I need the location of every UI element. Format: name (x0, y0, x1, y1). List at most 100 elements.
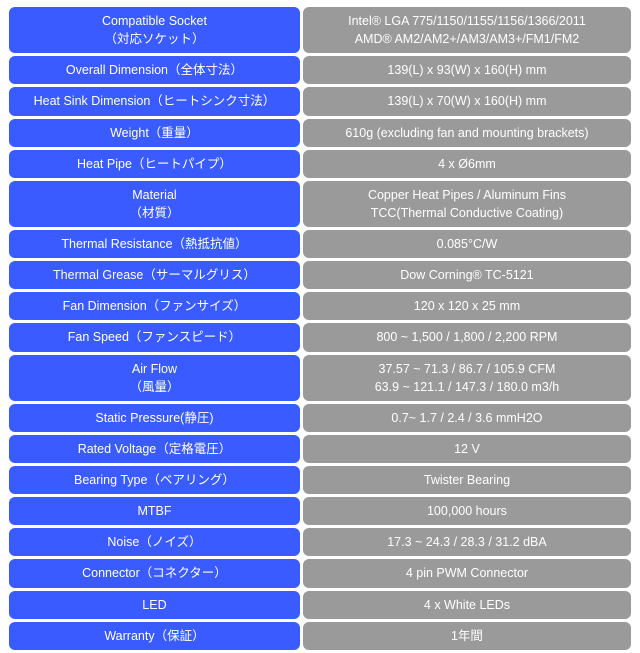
spec-row: Compatible Socket（対応ソケット）Intel® LGA 775/… (9, 7, 631, 53)
spec-value-line: 63.9 ~ 121.1 / 147.3 / 180.0 m3/h (309, 378, 625, 396)
spec-value-line: AMD® AM2/AM2+/AM3/AM3+/FM1/FM2 (309, 30, 625, 48)
spec-value-line: 17.3 ~ 24.3 / 28.3 / 31.2 dBA (387, 535, 547, 549)
spec-row: Fan Dimension（ファンサイズ） 120 x 120 x 25 mm (9, 292, 631, 320)
spec-label-line: Bearing Type（ベアリング） (74, 473, 235, 487)
spec-row: Material（材質）Copper Heat Pipes / Aluminum… (9, 181, 631, 227)
spec-label-line: Thermal Resistance（熱抵抗値） (61, 237, 247, 251)
spec-label-line: LED (142, 598, 166, 612)
spec-value-line: 4 x Ø6mm (438, 157, 496, 171)
spec-label-line: Heat Pipe（ヒートパイプ） (77, 157, 232, 171)
spec-value-line: 610g (excluding fan and mounting bracket… (345, 126, 588, 140)
spec-row: Connector（コネクター） 4 pin PWM Connector (9, 559, 631, 587)
spec-value: 4 pin PWM Connector (303, 559, 631, 587)
spec-label: Heat Pipe（ヒートパイプ） (9, 150, 300, 178)
spec-value: 610g (excluding fan and mounting bracket… (303, 119, 631, 147)
spec-value: 37.57 ~ 71.3 / 86.7 / 105.9 CFM63.9 ~ 12… (303, 355, 631, 401)
spec-row: Thermal Grease（サーマルグリス） Dow Corning® TC-5… (9, 261, 631, 289)
spec-row: Air Flow（風量）37.57 ~ 71.3 / 86.7 / 105.9 … (9, 355, 631, 401)
spec-label-line: Connector（コネクター） (82, 566, 227, 580)
spec-label: Connector（コネクター） (9, 559, 300, 587)
spec-label: Weight（重量） (9, 119, 300, 147)
spec-value: 100,000 hours (303, 497, 631, 525)
spec-value-line: 139(L) x 93(W) x 160(H) mm (387, 63, 546, 77)
spec-row: Bearing Type（ベアリング） Twister Bearing (9, 466, 631, 494)
spec-row: MTBF 100,000 hours (9, 497, 631, 525)
spec-label-line: Heat Sink Dimension（ヒートシンク寸法） (34, 94, 276, 108)
spec-label-line: Thermal Grease（サーマルグリス） (53, 268, 256, 282)
spec-label-line: Material (15, 186, 294, 204)
spec-label: Heat Sink Dimension（ヒートシンク寸法） (9, 87, 300, 115)
spec-label-line: MTBF (137, 504, 171, 518)
spec-value: 12 V (303, 435, 631, 463)
spec-value-line: Twister Bearing (424, 473, 510, 487)
spec-label: Air Flow（風量） (9, 355, 300, 401)
spec-label-line: （風量） (15, 378, 294, 396)
spec-row: Noise（ノイズ） 17.3 ~ 24.3 / 28.3 / 31.2 dBA (9, 528, 631, 556)
spec-row: Fan Speed（ファンスピード） 800 ~ 1,500 / 1,800 / … (9, 323, 631, 351)
spec-label: Noise（ノイズ） (9, 528, 300, 556)
spec-label: Warranty（保証） (9, 622, 300, 650)
spec-label: Compatible Socket（対応ソケット） (9, 7, 300, 53)
spec-value-line: 37.57 ~ 71.3 / 86.7 / 105.9 CFM (309, 360, 625, 378)
spec-value: Twister Bearing (303, 466, 631, 494)
spec-label-line: Fan Dimension（ファンサイズ） (63, 299, 247, 313)
spec-label: Thermal Resistance（熱抵抗値） (9, 230, 300, 258)
spec-value-line: 4 pin PWM Connector (406, 566, 528, 580)
spec-table-body: Compatible Socket（対応ソケット）Intel® LGA 775/… (9, 7, 631, 650)
spec-label-line: （材質） (15, 204, 294, 222)
spec-label: Fan Dimension（ファンサイズ） (9, 292, 300, 320)
spec-value: 139(L) x 70(W) x 160(H) mm (303, 87, 631, 115)
spec-label-line: Static Pressure(静圧) (95, 411, 213, 425)
spec-label-line: Air Flow (15, 360, 294, 378)
spec-label-line: （対応ソケット） (15, 30, 294, 48)
spec-value-line: TCC(Thermal Conductive Coating) (309, 204, 625, 222)
spec-label-line: Fan Speed（ファンスピード） (68, 330, 241, 344)
spec-label: Thermal Grease（サーマルグリス） (9, 261, 300, 289)
spec-value-line: Intel® LGA 775/1150/1155/1156/1366/2011 (309, 12, 625, 30)
spec-value: 0.085°C/W (303, 230, 631, 258)
spec-label-line: Noise（ノイズ） (107, 535, 201, 549)
spec-value-line: 120 x 120 x 25 mm (414, 299, 520, 313)
spec-row: LED 4 x White LEDs (9, 591, 631, 619)
spec-value-line: 1年間 (451, 629, 483, 643)
spec-value: 1年間 (303, 622, 631, 650)
spec-label-line: Overall Dimension（全体寸法） (66, 63, 243, 77)
spec-row: Thermal Resistance（熱抵抗値） 0.085°C/W (9, 230, 631, 258)
spec-label-line: Weight（重量） (110, 126, 199, 140)
spec-label-line: Warranty（保証） (104, 629, 204, 643)
spec-label: Rated Voltage（定格電圧） (9, 435, 300, 463)
spec-label: Overall Dimension（全体寸法） (9, 56, 300, 84)
spec-value: 17.3 ~ 24.3 / 28.3 / 31.2 dBA (303, 528, 631, 556)
spec-row: Heat Pipe（ヒートパイプ） 4 x Ø6mm (9, 150, 631, 178)
spec-label: Fan Speed（ファンスピード） (9, 323, 300, 351)
spec-row: Warranty（保証） 1年間 (9, 622, 631, 650)
spec-row: Weight（重量） 610g (excluding fan and mounti… (9, 119, 631, 147)
spec-row: Overall Dimension（全体寸法） 139(L) x 93(W) x … (9, 56, 631, 84)
spec-value: Intel® LGA 775/1150/1155/1156/1366/2011A… (303, 7, 631, 53)
spec-label: LED (9, 591, 300, 619)
spec-value: 800 ~ 1,500 / 1,800 / 2,200 RPM (303, 323, 631, 351)
spec-value: 4 x White LEDs (303, 591, 631, 619)
spec-value: 4 x Ø6mm (303, 150, 631, 178)
spec-label: Material（材質） (9, 181, 300, 227)
spec-label: Static Pressure(静圧) (9, 404, 300, 432)
spec-row: Static Pressure(静圧) 0.7~ 1.7 / 2.4 / 3.6 … (9, 404, 631, 432)
spec-value: 120 x 120 x 25 mm (303, 292, 631, 320)
spec-label-line: Compatible Socket (15, 12, 294, 30)
spec-label-line: Rated Voltage（定格電圧） (78, 442, 232, 456)
spec-table: Compatible Socket（対応ソケット）Intel® LGA 775/… (6, 4, 634, 653)
spec-label: Bearing Type（ベアリング） (9, 466, 300, 494)
spec-row: Heat Sink Dimension（ヒートシンク寸法） 139(L) x 70… (9, 87, 631, 115)
spec-value-line: 0.085°C/W (437, 237, 498, 251)
spec-value-line: 0.7~ 1.7 / 2.4 / 3.6 mmH2O (391, 411, 542, 425)
spec-value-line: 4 x White LEDs (424, 598, 510, 612)
spec-value-line: 100,000 hours (427, 504, 507, 518)
spec-row: Rated Voltage（定格電圧） 12 V (9, 435, 631, 463)
spec-value-line: Dow Corning® TC-5121 (400, 268, 533, 282)
spec-value: Dow Corning® TC-5121 (303, 261, 631, 289)
spec-value: 0.7~ 1.7 / 2.4 / 3.6 mmH2O (303, 404, 631, 432)
spec-value: Copper Heat Pipes / Aluminum FinsTCC(The… (303, 181, 631, 227)
spec-value-line: Copper Heat Pipes / Aluminum Fins (309, 186, 625, 204)
spec-value-line: 139(L) x 70(W) x 160(H) mm (387, 94, 546, 108)
spec-label: MTBF (9, 497, 300, 525)
